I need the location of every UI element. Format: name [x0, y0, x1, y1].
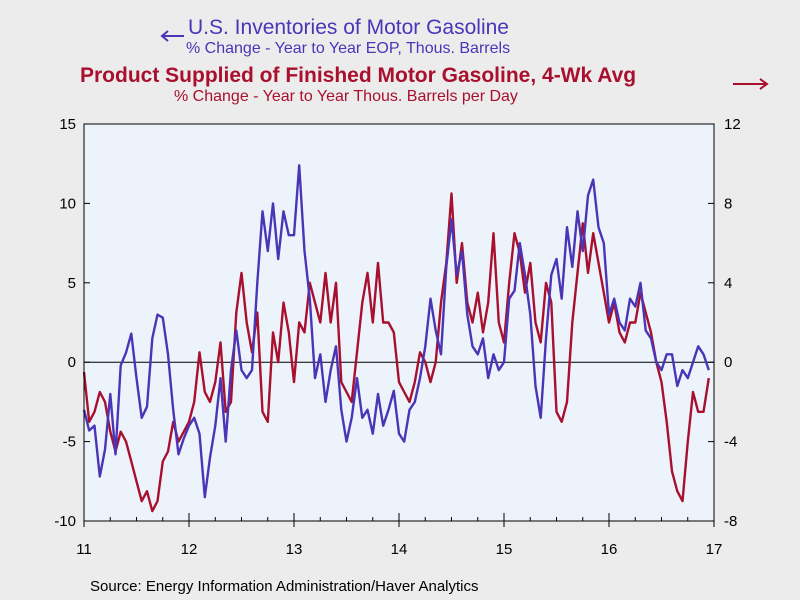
- series1-subtitle: % Change - Year to Year EOP, Thous. Barr…: [186, 40, 511, 57]
- right-tick-label: 0: [724, 354, 732, 371]
- x-tick-label: 15: [496, 541, 513, 558]
- series-line-inventories: [82, 164, 710, 499]
- left-arrow-icon: [160, 30, 184, 42]
- right-tick-label: 8: [724, 195, 732, 212]
- series2-title: Product Supplied of Finished Motor Gasol…: [80, 64, 637, 87]
- x-tick-label: 14: [391, 541, 408, 558]
- series-line-product-supplied: [82, 192, 710, 513]
- right-tick-label: 12: [724, 116, 741, 133]
- series2-subtitle: % Change - Year to Year Thous. Barrels p…: [174, 88, 518, 105]
- right-tick-label: -8: [724, 513, 737, 530]
- right-arrow-icon: [733, 78, 769, 90]
- source-note: Source: Energy Information Administratio…: [90, 578, 479, 595]
- left-tick-label: 15: [59, 116, 76, 133]
- left-tick-label: 5: [68, 275, 76, 292]
- left-tick-label: -10: [54, 513, 76, 530]
- x-tick-label: 16: [601, 541, 618, 558]
- x-tick-label: 12: [181, 541, 198, 558]
- series1-title: U.S. Inventories of Motor Gasoline: [188, 16, 509, 39]
- right-tick-label: -4: [724, 434, 737, 451]
- x-tick-label: 13: [286, 541, 303, 558]
- right-tick-label: 4: [724, 275, 732, 292]
- left-tick-label: 0: [68, 354, 76, 371]
- left-tick-label: -5: [63, 434, 76, 451]
- series-layer: [82, 164, 710, 513]
- x-tick-label: 11: [76, 541, 92, 558]
- left-tick-label: 10: [59, 195, 76, 212]
- x-tick-label: 17: [706, 541, 723, 558]
- axes-layer: 15 10 5 0 -5 -10 12 8 4 0 -4 -8 11 12 13 14 15 16 17: [54, 116, 740, 558]
